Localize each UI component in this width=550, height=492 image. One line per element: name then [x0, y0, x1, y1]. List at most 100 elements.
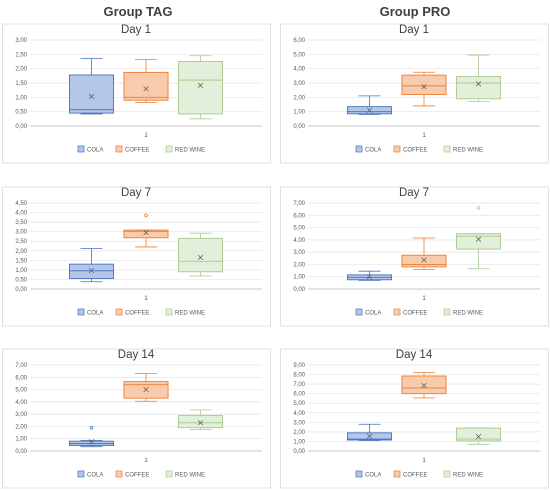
box-cola [346, 423, 392, 441]
legend-label: RED WINE [453, 473, 483, 479]
y-tick-label: 4,00 [293, 67, 305, 73]
y-tick-label: 4,50 [15, 201, 27, 207]
box-coffee [401, 71, 447, 107]
legend-swatch [355, 470, 363, 478]
box-red-wine [456, 206, 502, 270]
legend-label: COLA [87, 148, 103, 154]
y-tick-label: 4,00 [15, 400, 27, 406]
mean-marker-stroke [421, 382, 427, 389]
box-coffee [123, 213, 169, 248]
y-tick-label: 1,00 [293, 439, 305, 445]
legend-label: RED WINE [175, 311, 205, 317]
outlier-point [476, 206, 481, 210]
y-tick-label: 2,50 [15, 52, 27, 58]
box-cola [346, 95, 392, 115]
y-tick-label: 2,00 [15, 67, 27, 73]
x-category-label: 1 [422, 132, 426, 139]
panel-border [280, 348, 549, 489]
box-iqr [123, 71, 169, 101]
box-coffee [123, 59, 169, 103]
mean-marker [88, 93, 95, 100]
box-iqr [456, 76, 502, 100]
panel-border [280, 186, 549, 327]
outlier-point [144, 213, 148, 218]
legend-label: COLA [87, 311, 103, 317]
legend-label: COFFEE [125, 311, 149, 317]
box-cola [68, 425, 114, 448]
legend-label: COFFEE [403, 148, 427, 154]
group-title-tag: Group TAG [103, 4, 172, 19]
mean-marker-stroke [143, 86, 149, 92]
legend-label: COFFEE [403, 473, 427, 479]
legend-item-red-wine: RED WINE [165, 470, 205, 479]
legend-item-cola: COLA [77, 308, 103, 317]
chart-title: Day 7 [121, 187, 151, 199]
chart-title: Day 14 [396, 349, 433, 361]
y-tick-label: 7,00 [15, 363, 27, 369]
box-iqr [178, 237, 224, 273]
legend-label: RED WINE [175, 473, 205, 479]
box-iqr [123, 229, 169, 239]
legend-item-coffee: COFFEE [115, 308, 149, 317]
legend-item-cola: COLA [355, 470, 381, 479]
legend-label: COFFEE [403, 311, 427, 317]
mean-marker-stroke [366, 107, 373, 113]
x-category-label: 1 [144, 132, 148, 139]
mean-marker-stroke [475, 236, 482, 242]
chart-panel-2: Day 1 0,00 1,00 2,00 3,00 4,00 5,00 6,00 1 COLA CO… [280, 23, 549, 164]
legend-swatch [115, 145, 123, 153]
legend-label: COFFEE [125, 148, 149, 154]
mean-marker [421, 382, 427, 389]
y-tick-label: 4,00 [293, 411, 305, 417]
legend-swatch [115, 470, 123, 478]
mean-marker [475, 236, 482, 242]
legend-swatch [393, 145, 401, 153]
y-tick-label: 0,00 [15, 124, 27, 130]
box-iqr [401, 375, 447, 395]
mean-marker-stroke [88, 93, 95, 100]
box-iqr [68, 74, 114, 114]
legend-label: RED WINE [453, 148, 483, 154]
mean-marker [88, 267, 95, 274]
x-category-label: 1 [144, 295, 148, 302]
mean-marker-stroke [475, 81, 482, 87]
legend-label: COLA [87, 473, 103, 479]
mean-marker-stroke [88, 439, 95, 445]
y-tick-label: 1,50 [15, 258, 27, 264]
box-cola [68, 58, 114, 115]
legend-swatch [165, 470, 173, 478]
y-tick-label: 6,00 [293, 392, 305, 398]
box-red-wine [178, 232, 224, 277]
y-tick-label: 0,50 [15, 110, 27, 116]
mean-marker [143, 86, 149, 92]
legend-item-red-wine: RED WINE [443, 308, 483, 317]
chart-panel-1: Day 1 0,00 0,50 1,00 1,50 2,00 2,50 3,00 1 COLA CO… [2, 23, 271, 164]
y-tick-label: 3,00 [293, 81, 305, 87]
y-tick-label: 7,00 [293, 382, 305, 388]
legend-swatch [393, 470, 401, 478]
chart-panel-4: Day 7 0,00 1,00 2,00 3,00 4,00 5,00 6,00 7,00 1 CO… [280, 186, 549, 327]
legend-item-red-wine: RED WINE [443, 470, 483, 479]
box-coffee [123, 373, 169, 402]
box-iqr [178, 61, 224, 115]
y-tick-label: 2,00 [293, 95, 305, 101]
y-tick-label: 1,00 [293, 275, 305, 281]
box-red-wine [178, 409, 224, 430]
y-tick-label: 9,00 [293, 363, 305, 369]
y-tick-label: 5,00 [293, 226, 305, 232]
y-tick-label: 3,50 [15, 220, 27, 226]
y-tick-label: 2,00 [15, 424, 27, 430]
y-tick-label: 4,00 [15, 211, 27, 217]
mean-marker [88, 439, 95, 445]
legend-swatch [443, 308, 451, 316]
mean-marker-stroke [197, 82, 204, 88]
chart-title: Day 7 [399, 187, 429, 199]
y-tick-label: 0,00 [293, 124, 305, 130]
mean-marker-stroke [88, 267, 95, 274]
y-tick-label: 6,00 [293, 213, 305, 219]
y-tick-label: 1,00 [15, 95, 27, 101]
y-tick-label: 2,50 [15, 239, 27, 245]
mean-marker [143, 386, 149, 393]
y-tick-label: 4,00 [293, 238, 305, 244]
